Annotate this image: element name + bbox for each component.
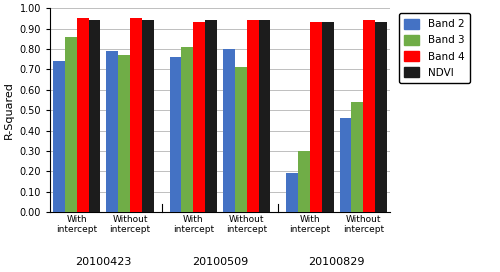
Bar xyxy=(53,61,65,212)
Text: 20100829: 20100829 xyxy=(308,256,365,267)
Bar xyxy=(352,102,364,212)
Bar xyxy=(106,51,118,212)
Bar xyxy=(364,20,375,212)
Text: 20100423: 20100423 xyxy=(75,256,132,267)
Text: 20100509: 20100509 xyxy=(192,256,248,267)
Bar xyxy=(88,20,101,212)
Bar xyxy=(340,118,351,212)
Bar xyxy=(194,23,205,212)
Bar xyxy=(235,67,246,212)
Bar xyxy=(286,174,298,212)
Bar xyxy=(170,57,181,212)
Bar xyxy=(310,23,322,212)
Y-axis label: R-Squared: R-Squared xyxy=(4,81,14,139)
Bar xyxy=(246,20,258,212)
Bar xyxy=(182,47,194,212)
Legend: Band 2, Band 3, Band 4, NDVI: Band 2, Band 3, Band 4, NDVI xyxy=(398,13,469,83)
Bar xyxy=(258,20,270,212)
Bar xyxy=(118,55,130,212)
Bar xyxy=(76,18,88,212)
Bar xyxy=(130,18,142,212)
Bar xyxy=(375,23,387,212)
Bar xyxy=(142,20,154,212)
Bar xyxy=(223,49,235,212)
Bar xyxy=(298,151,310,212)
Bar xyxy=(65,37,76,212)
Bar xyxy=(322,23,334,212)
Bar xyxy=(205,20,217,212)
